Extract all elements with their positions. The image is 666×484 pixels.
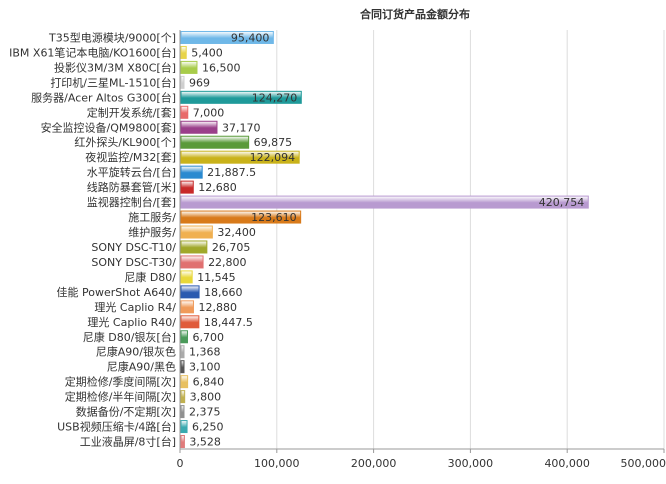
category-label: 定期检修/季度间隔[次] [65,375,176,389]
category-label: 施工服务/ [128,211,176,224]
bar [180,180,194,194]
value-label: 6,700 [192,331,224,344]
x-tick-label: 500,000 [621,457,666,470]
bar [180,285,200,299]
bar [180,45,187,59]
bar [180,270,193,284]
bar [180,315,200,329]
value-label: 5,400 [191,46,223,59]
category-label: 定制开发系统/[套] [87,105,176,119]
x-tick-label: 200,000 [351,457,397,470]
bar [180,225,213,239]
value-label: 21,887.5 [207,166,256,179]
bars [180,30,589,449]
category-label: 安全监控设备/QM9800[套] [41,120,176,134]
category-label: 尼康A90/黑色 [107,360,176,374]
category-label: 工业液晶屏/8寸[台] [80,435,176,449]
value-label: 16,500 [202,61,241,74]
bar [180,300,194,314]
category-label: 服务器/Acer Altos G300[台] [31,90,176,104]
value-label: 3,800 [190,391,222,404]
category-label: SONY DSC-T10/ [91,241,176,254]
x-tick-label: 100,000 [254,457,300,470]
category-label: 水平旋转云台/[台] [87,165,176,179]
bar [180,90,302,104]
value-label: 3,100 [189,361,221,374]
category-label: 尼康 D80/银灰[台] [83,330,176,344]
value-label: 123,610 [251,211,297,224]
category-label: 尼康A90/银灰色 [96,345,176,359]
bar [180,135,250,149]
category-label: 数据备份/不定期[次] [76,405,176,419]
value-label: 12,680 [198,181,237,194]
value-label: 420,754 [539,196,585,209]
value-label: 26,705 [212,241,251,254]
category-labels: T35型电源模块/9000[个] 95,400 IBM X61笔记本电脑/KO160… [9,30,584,448]
bar [180,420,188,434]
value-label: 69,875 [254,136,293,149]
value-label: 6,250 [192,421,224,434]
category-label: 投影仪3M/3M X80C[台] [54,60,176,74]
value-label: 12,880 [198,301,237,314]
category-label: 维护服务/ [128,225,176,239]
value-label: 37,170 [222,121,261,134]
value-label: 122,094 [250,151,296,164]
bar [180,105,189,119]
category-label: 红外探头/KL900[个] [74,136,176,149]
bar [180,255,204,269]
category-label: 夜视监控/M32[套] [85,150,176,164]
category-label: 理光 Caplio R40/ [87,315,176,329]
value-label: 2,375 [189,406,221,419]
bar [180,330,188,344]
bar [180,30,274,44]
value-label: 7,000 [193,106,225,119]
value-label: 18,447.5 [204,316,253,329]
x-tick-label: 400,000 [544,457,590,470]
x-axis-ticks: 0 100,000 200,000 300,000 400,000 500,000 [177,449,666,470]
bar [180,435,185,449]
bar [180,165,203,179]
bar [180,405,185,419]
category-label: T35型电源模块/9000[个] [48,30,176,44]
x-tick-label: 0 [177,457,184,470]
category-label: 理光 Caplio R4/ [94,300,176,314]
category-label: SONY DSC-T30/ [91,256,176,269]
category-label: 打印机/三星ML-1510[台] [50,75,176,89]
category-label: 尼康 D80/ [124,270,176,284]
bar [180,360,185,374]
bar [180,240,208,254]
value-label: 124,270 [252,91,298,104]
value-label: 6,840 [193,376,225,389]
category-label: 定期检修/半年间隔[次] [65,390,176,404]
value-label: 32,400 [217,226,256,239]
category-label: IBM X61笔记本电脑/KO1600[台] [9,45,176,59]
bar [180,150,300,164]
bar [180,210,302,224]
value-label: 22,800 [208,256,247,269]
bar [180,345,185,359]
value-label: 969 [189,76,210,89]
bar [180,195,589,209]
category-label: 佳能 PowerShot A640/ [57,285,177,299]
category-label: USB视频压缩卡/4路[台] [57,420,176,434]
value-label: 11,545 [197,271,236,284]
value-label: 18,660 [204,286,243,299]
value-label: 95,400 [231,31,270,44]
value-label: 3,528 [189,436,221,449]
x-tick-label: 300,000 [448,457,494,470]
category-label: 监视器控制台/[套] [87,195,176,209]
bar [180,60,198,74]
bar [180,120,218,134]
value-label: 1,368 [189,346,221,359]
bar [180,390,186,404]
bar [180,375,189,389]
category-label: 线路防暴套管/[米] [87,180,176,194]
chart-title: 合同订货产品金额分布 [360,7,470,21]
bar [180,75,185,89]
